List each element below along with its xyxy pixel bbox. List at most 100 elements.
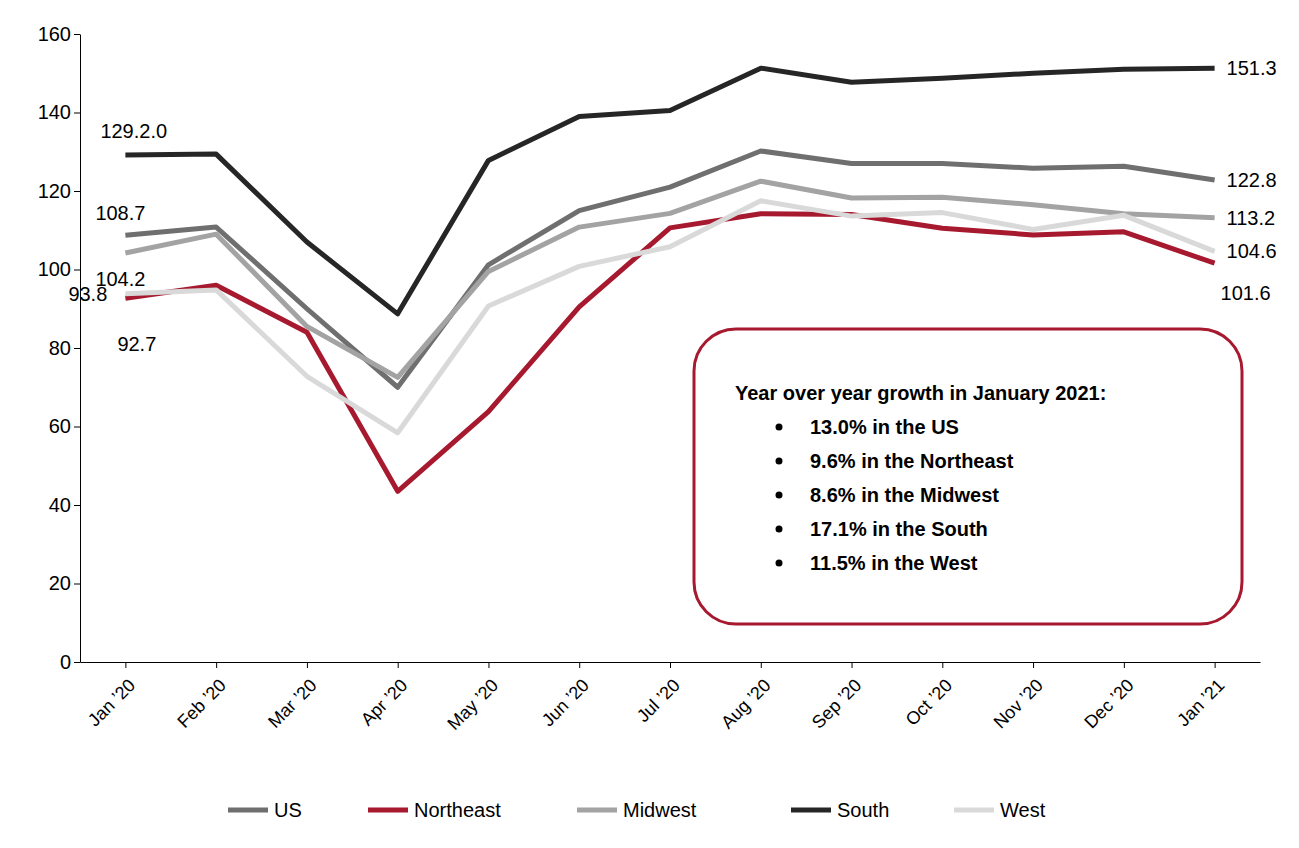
y-tick: 160 bbox=[38, 23, 80, 45]
legend-swatch bbox=[954, 808, 994, 813]
x-tick-mark bbox=[307, 662, 308, 668]
x-tick: Nov ’20 bbox=[990, 662, 1047, 732]
x-tick-mark bbox=[1033, 662, 1034, 668]
y-tick-mark bbox=[74, 348, 80, 349]
y-tick-label: 40 bbox=[49, 494, 71, 516]
series-line bbox=[125, 68, 1214, 314]
y-tick-label: 0 bbox=[60, 651, 71, 673]
x-tick: Apr ’20 bbox=[357, 662, 411, 730]
x-tick-label: Dec ’20 bbox=[1080, 675, 1137, 732]
x-tick-mark bbox=[125, 662, 126, 668]
bullet bbox=[776, 526, 783, 533]
text-box-item: 9.6% in the Northeast bbox=[810, 450, 1014, 472]
x-tick-mark bbox=[1215, 662, 1216, 668]
y-tick-label: 120 bbox=[38, 180, 71, 202]
x-tick-mark bbox=[579, 662, 580, 668]
y-tick-mark bbox=[74, 113, 80, 114]
y-tick-mark bbox=[74, 505, 80, 506]
legend-swatch bbox=[577, 808, 617, 813]
x-tick-label: May ’20 bbox=[444, 675, 503, 734]
y-tick-label: 20 bbox=[49, 572, 71, 594]
text-box-item: 8.6% in the Midwest bbox=[810, 484, 999, 506]
x-tick: Jan ’20 bbox=[84, 662, 139, 730]
text-box-item: 17.1% in the South bbox=[810, 518, 988, 540]
bullet bbox=[776, 458, 783, 465]
y-tick: 60 bbox=[49, 415, 80, 437]
y-tick-mark bbox=[74, 270, 80, 271]
y-tick-mark bbox=[74, 427, 80, 428]
x-tick: Jun ’20 bbox=[538, 662, 593, 730]
x-tick-mark bbox=[1124, 662, 1125, 668]
y-tick: 80 bbox=[49, 337, 80, 359]
x-tick-label: Jan ’21 bbox=[1173, 675, 1228, 730]
legend-label: Northeast bbox=[414, 799, 501, 821]
data-label: 104.6 bbox=[1227, 240, 1277, 262]
data-label: 92.7 bbox=[117, 333, 156, 355]
x-tick-mark bbox=[398, 662, 399, 668]
x-tick-label: Apr ’20 bbox=[357, 675, 411, 729]
x-tick-mark bbox=[942, 662, 943, 668]
legend-swatch bbox=[368, 808, 408, 813]
series-line bbox=[125, 201, 1214, 433]
legend-swatch bbox=[228, 808, 268, 813]
bullet bbox=[776, 424, 783, 431]
text-box-item: 11.5% in the West bbox=[810, 552, 978, 574]
y-tick-mark bbox=[74, 662, 80, 663]
x-tick-mark bbox=[670, 662, 671, 668]
data-label: 113.2 bbox=[1227, 207, 1276, 229]
x-tick-label: Aug ’20 bbox=[717, 675, 774, 732]
legend-item: South bbox=[791, 799, 889, 821]
x-tick-label: Jun ’20 bbox=[538, 675, 593, 730]
x-tick: Mar ’20 bbox=[264, 662, 321, 732]
y-tick: 20 bbox=[49, 572, 80, 594]
x-tick-label: Feb ’20 bbox=[173, 675, 230, 732]
data-labels: 108.7122.892.7101.6104.2113.2129.2.0151.… bbox=[68, 57, 1276, 355]
legend-label: South bbox=[837, 799, 889, 821]
y-tick-label: 80 bbox=[49, 337, 71, 359]
legend-label: West bbox=[1000, 799, 1046, 821]
y-tick-label: 100 bbox=[38, 258, 71, 280]
data-label: 122.8 bbox=[1227, 169, 1277, 191]
y-tick-mark bbox=[74, 191, 80, 192]
y-tick: 40 bbox=[49, 494, 80, 516]
legend-label: Midwest bbox=[623, 799, 697, 821]
text-box-title: Year over year growth in January 2021: bbox=[735, 382, 1106, 404]
bullet bbox=[776, 492, 783, 499]
text-box: Year over year growth in January 2021: 13… bbox=[694, 329, 1242, 624]
text-box-item: 13.0% in the US bbox=[810, 416, 959, 438]
data-label: 93.8 bbox=[68, 283, 107, 305]
y-axis: 0 20 40 60 80 100 120 140 160 bbox=[38, 23, 81, 673]
x-tick-label: Mar ’20 bbox=[264, 675, 321, 732]
x-tick-label: Sep ’20 bbox=[808, 675, 865, 732]
x-tick-mark bbox=[488, 662, 489, 668]
x-tick: May ’20 bbox=[444, 662, 503, 734]
y-tick-label: 140 bbox=[38, 101, 71, 123]
y-tick-label: 160 bbox=[38, 23, 71, 45]
text-box-frame bbox=[694, 329, 1242, 624]
data-label: 151.3 bbox=[1227, 57, 1277, 79]
legend-item: Midwest bbox=[577, 799, 697, 821]
y-tick: 120 bbox=[38, 180, 80, 202]
x-tick: Jan ’21 bbox=[1173, 662, 1228, 730]
x-tick-label: Nov ’20 bbox=[990, 675, 1047, 732]
legend-label: US bbox=[274, 799, 302, 821]
x-tick-mark bbox=[216, 662, 217, 668]
legend: US Northeast Midwest South West bbox=[228, 799, 1046, 821]
legend-item: West bbox=[954, 799, 1046, 821]
x-tick: Oct ’20 bbox=[902, 662, 956, 730]
y-tick: 140 bbox=[38, 101, 80, 123]
x-tick-label: Jul ’20 bbox=[633, 675, 684, 726]
legend-swatch bbox=[791, 808, 831, 813]
bullet bbox=[776, 560, 783, 567]
x-tick: Jul ’20 bbox=[633, 662, 684, 726]
data-label: 108.7 bbox=[95, 202, 145, 224]
y-tick-mark bbox=[74, 584, 80, 585]
data-label: 129.2.0 bbox=[100, 120, 167, 142]
x-tick: Aug ’20 bbox=[717, 662, 774, 732]
chart: 0 20 40 60 80 100 120 140 160 Jan ’20 Feb ’20 Mar ’… bbox=[0, 0, 1299, 848]
x-tick-label: Jan ’20 bbox=[84, 675, 139, 730]
y-tick: 100 bbox=[38, 258, 80, 280]
x-tick: Dec ’20 bbox=[1080, 662, 1137, 732]
x-tick: Feb ’20 bbox=[173, 662, 230, 732]
legend-item: US bbox=[228, 799, 302, 821]
